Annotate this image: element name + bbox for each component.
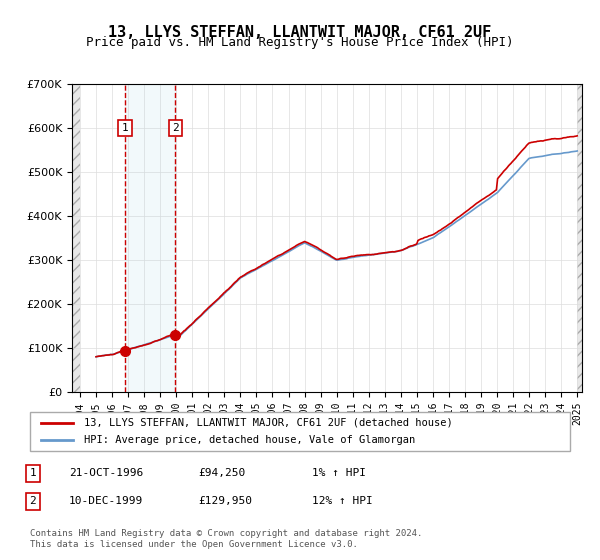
Text: 10-DEC-1999: 10-DEC-1999 <box>69 496 143 506</box>
Text: £94,250: £94,250 <box>198 468 245 478</box>
Text: 1: 1 <box>29 468 37 478</box>
Text: 1: 1 <box>122 123 128 133</box>
Text: 1% ↑ HPI: 1% ↑ HPI <box>312 468 366 478</box>
Text: 12% ↑ HPI: 12% ↑ HPI <box>312 496 373 506</box>
Text: 2: 2 <box>172 123 179 133</box>
Text: Price paid vs. HM Land Registry's House Price Index (HPI): Price paid vs. HM Land Registry's House … <box>86 36 514 49</box>
Text: 2: 2 <box>29 496 37 506</box>
Bar <box>577 84 593 392</box>
FancyBboxPatch shape <box>30 412 570 451</box>
Text: 21-OCT-1996: 21-OCT-1996 <box>69 468 143 478</box>
Text: 13, LLYS STEFFAN, LLANTWIT MAJOR, CF61 2UF: 13, LLYS STEFFAN, LLANTWIT MAJOR, CF61 2… <box>109 25 491 40</box>
Text: HPI: Average price, detached house, Vale of Glamorgan: HPI: Average price, detached house, Vale… <box>84 435 415 445</box>
Text: 13, LLYS STEFFAN, LLANTWIT MAJOR, CF61 2UF (detached house): 13, LLYS STEFFAN, LLANTWIT MAJOR, CF61 2… <box>84 418 453 428</box>
Text: Contains HM Land Registry data © Crown copyright and database right 2024.
This d: Contains HM Land Registry data © Crown c… <box>30 529 422 549</box>
Bar <box>125 84 175 392</box>
Text: £129,950: £129,950 <box>198 496 252 506</box>
Bar <box>64 84 80 392</box>
